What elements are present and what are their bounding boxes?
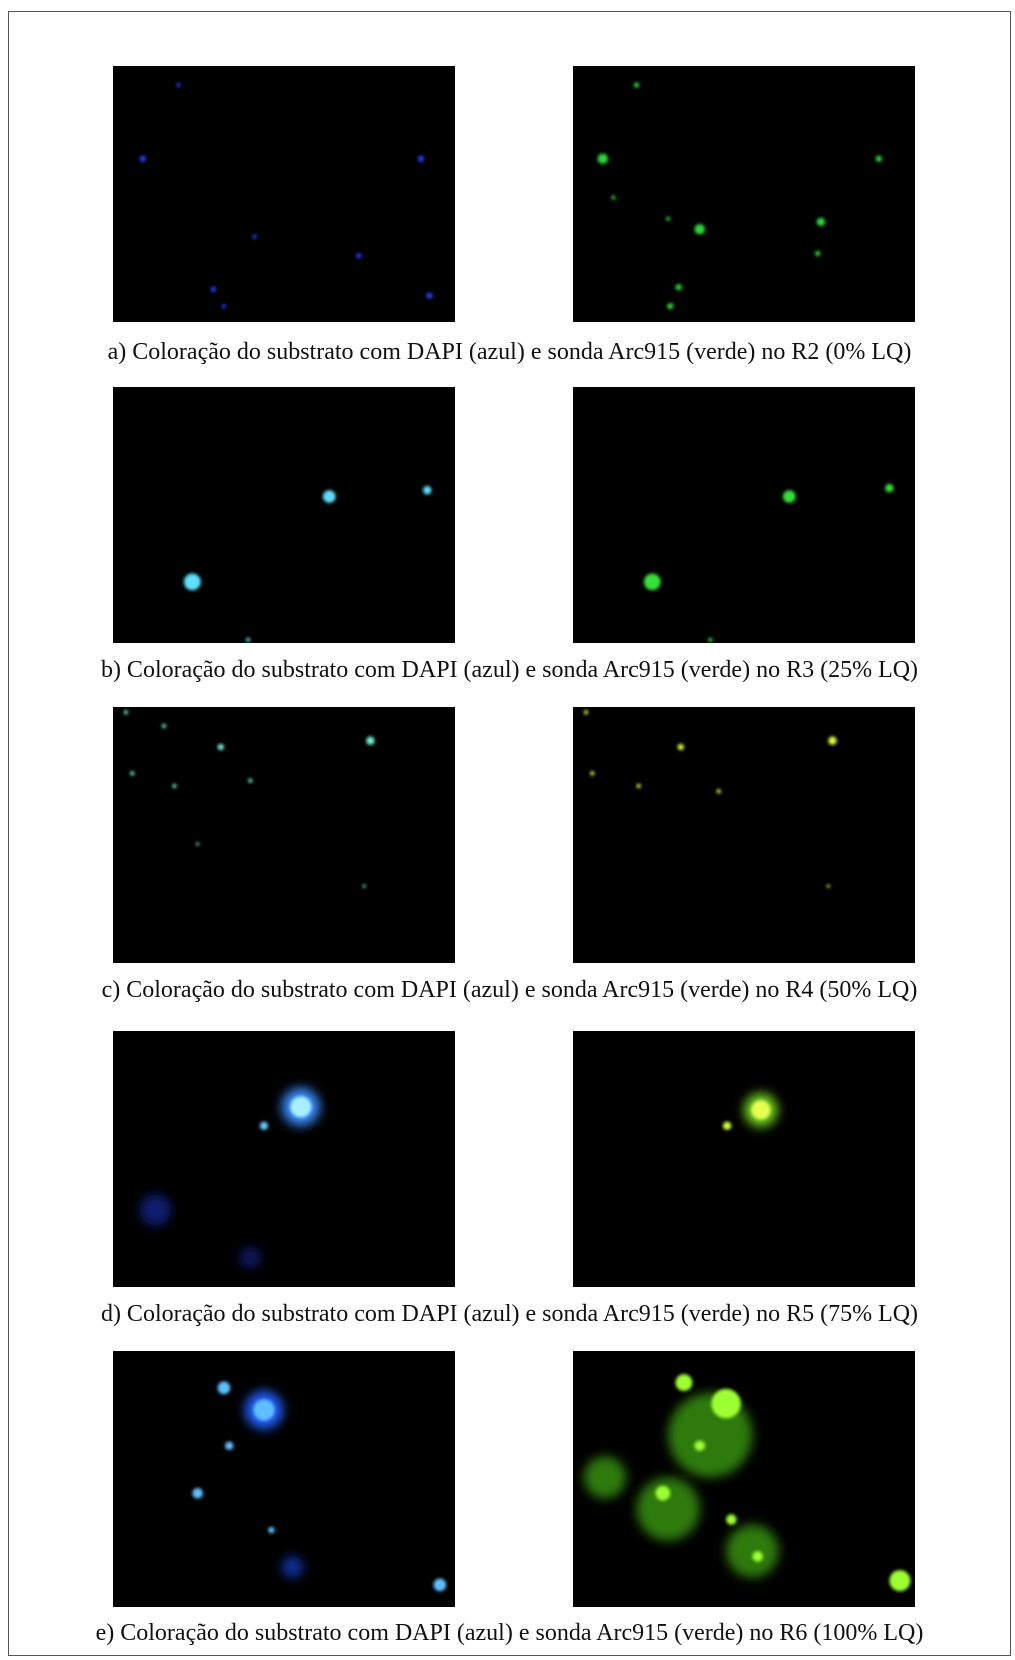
page: a) Coloração do substrato com DAPI (azul… [0,0,1015,1660]
micrograph-dapi [113,387,455,643]
caption: a) Coloração do substrato com DAPI (azul… [8,337,1011,367]
micrograph-dapi [113,1351,455,1607]
caption: e) Coloração do substrato com DAPI (azul… [8,1618,1011,1648]
micrograph-dapi [113,1031,455,1287]
micrograph-arc915 [573,707,915,963]
caption: d) Coloração do substrato com DAPI (azul… [8,1299,1011,1329]
caption: b) Coloração do substrato com DAPI (azul… [8,655,1011,685]
micrograph-dapi [113,66,455,322]
caption: c) Coloração do substrato com DAPI (azul… [8,975,1011,1005]
micrograph-arc915 [573,1351,915,1607]
micrograph-dapi [113,707,455,963]
micrograph-arc915 [573,66,915,322]
micrograph-arc915 [573,1031,915,1287]
micrograph-arc915 [573,387,915,643]
